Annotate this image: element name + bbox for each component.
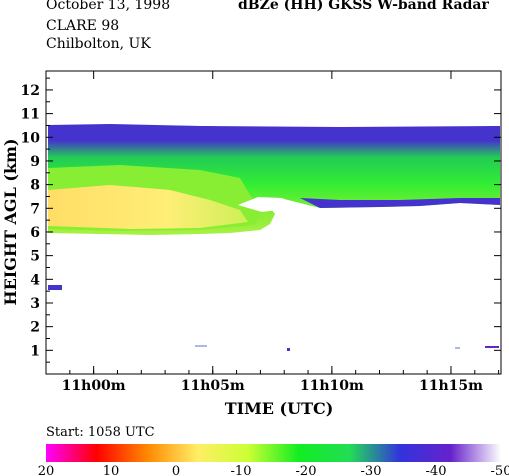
- y-tick-label: 4: [30, 272, 40, 288]
- reflectivity-field: [48, 124, 500, 351]
- y-tick-label: 6: [30, 225, 40, 241]
- y-tick-label: 10: [21, 130, 41, 146]
- colorbar-tick-label: 10: [103, 464, 120, 476]
- cloud-white-gap: [238, 197, 295, 212]
- speckle-3: [485, 346, 499, 348]
- colorbar-tick-label: -40: [426, 464, 447, 476]
- cloud-right-blue-base: [300, 198, 500, 208]
- colorbar-tick-label: -10: [231, 464, 252, 476]
- x-tick-label: 11h15m: [419, 378, 483, 394]
- y-tick-label: 3: [30, 296, 40, 312]
- chart-title: dBZe (HH) GKSS W-band Radar: [238, 0, 489, 13]
- y-tick-label: 1: [30, 343, 40, 359]
- x-axis: 11h00m 11h05m 11h10m 11h15m: [45, 71, 500, 394]
- y-tick-label: 8: [30, 178, 40, 194]
- colorbar-tick-label: 20: [38, 464, 55, 476]
- x-axis-label: TIME (UTC): [225, 399, 334, 418]
- y-tick-label: 2: [30, 320, 40, 336]
- start-time-label: Start: 1058 UTC: [46, 425, 155, 440]
- x-tick-label: 11h00m: [62, 378, 126, 394]
- campaign-label: CLARE 98: [46, 18, 120, 34]
- colorbar: [46, 444, 501, 462]
- cloud-core-yellow: [48, 185, 248, 229]
- y-tick-label: 12: [21, 83, 40, 99]
- y-tick-label: 7: [30, 201, 40, 217]
- x-tick-label: 11h05m: [181, 378, 245, 394]
- date-label: October 13, 1998: [46, 0, 171, 13]
- speckle-4: [455, 347, 460, 349]
- x-tick-label: 11h10m: [300, 378, 364, 394]
- colorbar-tick-label: 0: [172, 464, 180, 476]
- speckle-1: [195, 345, 207, 347]
- y-tick-label: 11: [21, 107, 40, 123]
- cloud-top-blue: [48, 125, 500, 141]
- isolated-echo: [48, 285, 62, 290]
- site-label: Chilbolton, UK: [46, 36, 151, 52]
- y-tick-label: 9: [30, 154, 40, 170]
- colorbar-labels: 20 10 0 -10 -20 -30 -40 -50: [38, 464, 509, 476]
- speckle-2: [287, 348, 290, 351]
- y-axis-label: HEIGHT AGL (km): [1, 138, 20, 305]
- colorbar-tick-label: -50: [491, 464, 509, 476]
- colorbar-tick-label: -20: [296, 464, 317, 476]
- y-tick-label: 5: [30, 249, 40, 265]
- colorbar-tick-label: -30: [361, 464, 382, 476]
